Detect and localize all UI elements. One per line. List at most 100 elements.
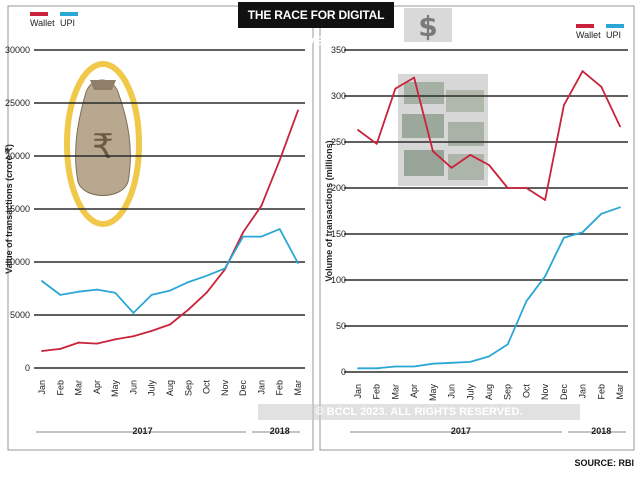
legend-swatch-wallet <box>30 12 48 16</box>
upi-data-point <box>581 231 584 234</box>
wallet-data-point <box>260 204 263 207</box>
wallet-data-point <box>205 291 208 294</box>
upi-data-point <box>150 293 153 296</box>
x-tick-label: Apr <box>409 384 419 398</box>
wallet-data-point <box>375 142 378 145</box>
wallet-data-point <box>506 187 509 189</box>
x-tick-label: Nov <box>540 384 550 401</box>
y-axis-label: Value of transactions (crore ₹) <box>4 144 14 274</box>
upi-data-point <box>132 311 135 314</box>
x-tick-label: July <box>147 380 157 397</box>
upi-data-point <box>242 235 245 238</box>
upi-data-point <box>357 367 359 370</box>
wallet-data-point <box>619 125 621 128</box>
wallet-data-point <box>59 348 62 350</box>
x-tick-label: Jun <box>447 384 457 399</box>
wallet-data-point <box>581 70 584 73</box>
x-tick-label: Oct <box>521 384 531 399</box>
upi-data-point <box>431 362 434 365</box>
wallet-data-point <box>394 87 397 90</box>
wallet-data-point <box>544 199 547 201</box>
y-tick-label: 0 <box>25 363 30 373</box>
wallet-data-point <box>450 166 453 169</box>
x-tick-label: Nov <box>220 380 230 397</box>
year-label: 2018 <box>591 426 611 436</box>
upi-data-point <box>278 228 281 231</box>
x-tick-label: Aug <box>165 380 175 396</box>
wallet-data-point <box>357 129 359 131</box>
wallet-data-point <box>413 76 416 79</box>
x-tick-label: Dec <box>238 380 248 397</box>
x-tick-label: Feb <box>372 384 382 400</box>
wallet-data-point <box>41 350 43 352</box>
y-tick-label: 300 <box>331 91 346 101</box>
upi-data-point <box>525 300 528 303</box>
upi-data-point <box>413 365 416 368</box>
wallet-data-point <box>278 159 281 162</box>
y-tick-label: 10000 <box>5 257 30 267</box>
upi-data-point <box>544 275 547 278</box>
y-tick-label: 150 <box>331 229 346 239</box>
year-label: 2017 <box>133 426 153 436</box>
upi-data-point <box>488 355 490 358</box>
wallet-data-point <box>297 109 299 112</box>
legend-label-wallet: Wallet <box>576 30 601 40</box>
upi-data-point <box>260 235 263 238</box>
x-tick-label: Mar <box>615 384 625 400</box>
wallet-data-point <box>132 335 135 338</box>
wallet-data-point <box>77 341 80 344</box>
wallet-data-point <box>187 308 190 311</box>
upi-data-point <box>394 365 397 368</box>
wallet-data-point <box>562 104 565 107</box>
upi-data-point <box>59 293 62 296</box>
source-note: SOURCE: RBI <box>574 458 634 468</box>
wallet-data-point <box>150 330 153 332</box>
legend-label-upi: UPI <box>60 18 75 28</box>
x-tick-label: May <box>428 384 438 402</box>
legend-swatch-upi <box>60 12 78 16</box>
upi-data-point <box>169 289 171 292</box>
x-tick-label: July <box>465 384 475 401</box>
y-tick-label: 0 <box>341 367 346 377</box>
y-tick-label: 250 <box>331 137 346 147</box>
chart-volume-of-transactions: 0 50 100 150 200 250 300 350 Volume of transacti… <box>324 24 628 436</box>
upi-data-point <box>77 290 80 293</box>
x-tick-label: Sep <box>503 384 513 400</box>
x-tick-label: Jun <box>128 380 138 395</box>
wallet-data-point <box>114 338 117 341</box>
upi-data-point <box>562 236 565 239</box>
svg-text:₹: ₹ <box>92 127 114 167</box>
upi-data-point <box>600 212 603 215</box>
y-tick-label: 25000 <box>5 98 30 108</box>
upi-data-point <box>95 288 98 291</box>
x-tick-label: Dec <box>559 384 569 401</box>
upi-data-point <box>223 267 226 270</box>
legend-label-wallet: Wallet <box>30 18 55 28</box>
wallet-data-point <box>525 187 528 189</box>
y-tick-label: 200 <box>331 183 346 193</box>
wallet-data-point <box>600 85 603 88</box>
y-tick-label: 5000 <box>10 310 30 320</box>
y-tick-label: 20000 <box>5 151 30 161</box>
wallet-data-point <box>95 342 98 345</box>
page-title: THE RACE FOR DIGITAL PAYMENTS <box>238 2 394 48</box>
upi-data-point <box>41 280 43 282</box>
legend-swatch-upi <box>606 24 624 28</box>
wallet-data-point <box>169 323 171 326</box>
x-tick-label: Feb <box>275 380 285 396</box>
upi-data-point <box>114 291 117 294</box>
wallet-data-point <box>242 231 245 234</box>
svg-text:$: $ <box>418 10 437 43</box>
x-tick-label: Oct <box>202 380 212 395</box>
y-tick-label: 100 <box>331 275 346 285</box>
upi-data-point <box>205 274 208 277</box>
y-tick-label: 15000 <box>5 204 30 214</box>
upi-data-point <box>187 281 190 284</box>
upi-data-point <box>450 361 453 364</box>
money-bag-icon: ₹ <box>64 61 142 227</box>
x-tick-label: Mar <box>293 380 303 396</box>
legend-label-upi: UPI <box>606 30 621 40</box>
y-axis-label: Volume of transactions (millions) <box>324 140 334 281</box>
wallet-data-point <box>431 150 434 153</box>
